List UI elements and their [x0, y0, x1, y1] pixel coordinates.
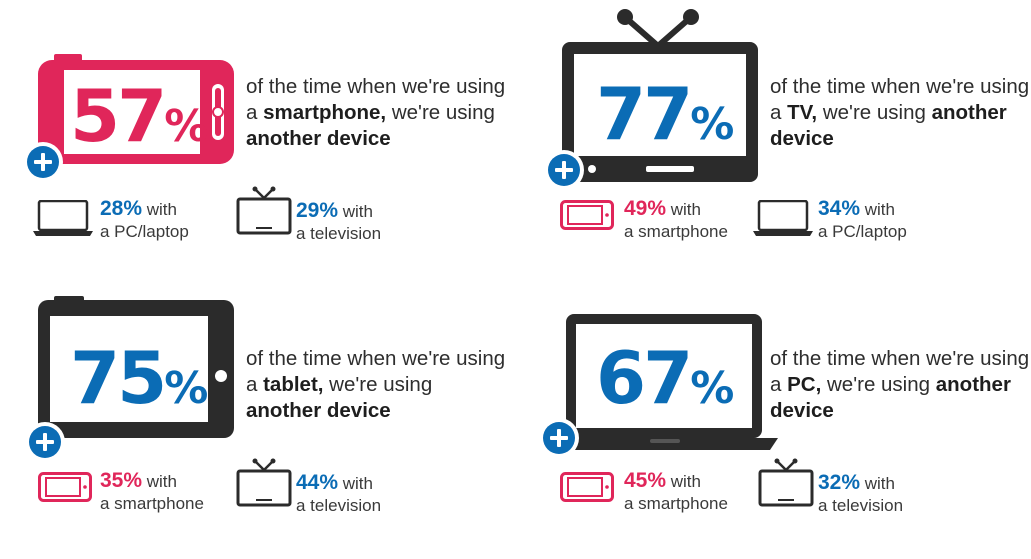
stat-television: 44% with a television — [236, 458, 436, 515]
tv-icon — [758, 458, 814, 507]
stat-label: a television — [296, 224, 382, 243]
big-percentage: 75% — [70, 342, 208, 414]
headline-text: of the time when we're using a — [246, 75, 506, 124]
stat-label: a PC/laptop — [100, 222, 189, 241]
panel-tv: 77% of the time when we're using a TV, w… — [516, 0, 1031, 279]
percent-sign: % — [164, 101, 209, 152]
stat-word: with — [666, 472, 701, 491]
stat-label: a television — [818, 496, 904, 515]
stat-word: with — [142, 200, 177, 219]
stat-value: 29% — [296, 199, 339, 222]
stat-word: with — [338, 202, 373, 221]
headline-text: of the time when we're using a — [770, 75, 1030, 124]
stat-smartphone: 35% with a smartphone — [38, 470, 238, 522]
plus-icon — [539, 418, 579, 458]
big-percentage-value: 75 — [70, 336, 167, 420]
plus-icon — [544, 150, 584, 190]
laptop-icon — [753, 200, 813, 236]
stat-value: 44% — [296, 471, 339, 494]
stat-value: 34% — [818, 197, 861, 220]
panel-smartphone: 57% of the time when we're using a smart… — [0, 0, 515, 279]
plus-icon — [25, 422, 65, 462]
headline-bold: another device — [246, 127, 391, 150]
stat-value: 49% — [624, 197, 667, 220]
headline-device: PC, — [787, 373, 822, 396]
plus-icon — [23, 142, 63, 182]
stat-word: with — [860, 474, 895, 493]
stat-label: a smartphone — [100, 494, 204, 513]
big-percentage: 67% — [596, 342, 734, 414]
big-percentage: 77% — [596, 78, 734, 150]
headline-device: smartphone, — [263, 101, 387, 124]
stat-word: with — [338, 474, 373, 493]
percent-sign: % — [690, 99, 735, 150]
stat-word: with — [142, 472, 177, 491]
big-percentage-value: 77 — [596, 72, 693, 156]
laptop-icon — [33, 200, 93, 236]
stat-text: 32% with a television — [818, 472, 903, 517]
headline-bold: another device — [770, 373, 1011, 422]
headline-device: TV, — [787, 101, 818, 124]
stat-text: 34% with a PC/laptop — [818, 198, 907, 243]
headline-text-mid: we're using — [817, 101, 932, 124]
panel-pc: 67% of the time when we're using a PC, w… — [516, 280, 1031, 559]
stat-television: 32% with a television — [758, 458, 958, 515]
stat-text: 28% with a PC/laptop — [100, 198, 189, 243]
smartphone-icon — [560, 472, 614, 502]
stat-smartphone: 45% with a smartphone — [560, 470, 760, 522]
headline: of the time when we're using a TV, we're… — [770, 74, 1030, 152]
headline-text: of the time when we're using a — [770, 347, 1030, 396]
stat-laptop: 34% with a PC/laptop — [752, 198, 952, 250]
stat-text: 29% with a television — [296, 200, 381, 245]
big-percentage: 57% — [70, 80, 208, 152]
tv-icon — [236, 186, 292, 235]
stat-television: 29% with a television — [236, 186, 436, 243]
big-percentage-value: 57 — [70, 74, 167, 158]
tv-device-icon — [562, 9, 758, 182]
percent-sign: % — [690, 363, 735, 414]
percent-sign: % — [164, 363, 209, 414]
stat-value: 35% — [100, 469, 143, 492]
headline: of the time when we're using a smartphon… — [246, 74, 506, 152]
stat-text: 45% with a smartphone — [624, 470, 728, 515]
headline-text-mid: we're using — [323, 373, 433, 396]
stat-label: a PC/laptop — [818, 222, 907, 241]
headline-bold: another device — [246, 399, 391, 422]
stat-label: a smartphone — [624, 494, 728, 513]
panel-tablet: 75% of the time when we're using a table… — [0, 280, 515, 559]
headline-text-mid: we're using — [821, 373, 936, 396]
stat-value: 32% — [818, 471, 861, 494]
stat-word: with — [860, 200, 895, 219]
stat-value: 28% — [100, 197, 143, 220]
headline: of the time when we're using a tablet, w… — [246, 346, 506, 424]
stat-text: 35% with a smartphone — [100, 470, 204, 515]
big-percentage-value: 67 — [596, 336, 693, 420]
tv-icon — [236, 458, 292, 507]
smartphone-icon — [38, 472, 92, 502]
laptop-device-icon — [552, 314, 778, 450]
tablet-device-icon — [38, 296, 234, 438]
stat-smartphone: 49% with a smartphone — [560, 198, 760, 250]
stat-text: 49% with a smartphone — [624, 198, 728, 243]
headline-text: of the time when we're using a — [246, 347, 506, 396]
headline-bold: another device — [770, 101, 1007, 150]
stat-text: 44% with a television — [296, 472, 381, 517]
headline: of the time when we're using a PC, we're… — [770, 346, 1030, 424]
headline-device: tablet, — [263, 373, 324, 396]
smartphone-device-icon — [38, 54, 234, 164]
headline-text-mid: we're using — [386, 101, 495, 124]
smartphone-icon — [560, 200, 614, 230]
stat-label: a television — [296, 496, 382, 515]
stat-laptop: 28% with a PC/laptop — [32, 198, 232, 250]
stat-value: 45% — [624, 469, 667, 492]
stat-word: with — [666, 200, 701, 219]
stat-label: a smartphone — [624, 222, 728, 241]
